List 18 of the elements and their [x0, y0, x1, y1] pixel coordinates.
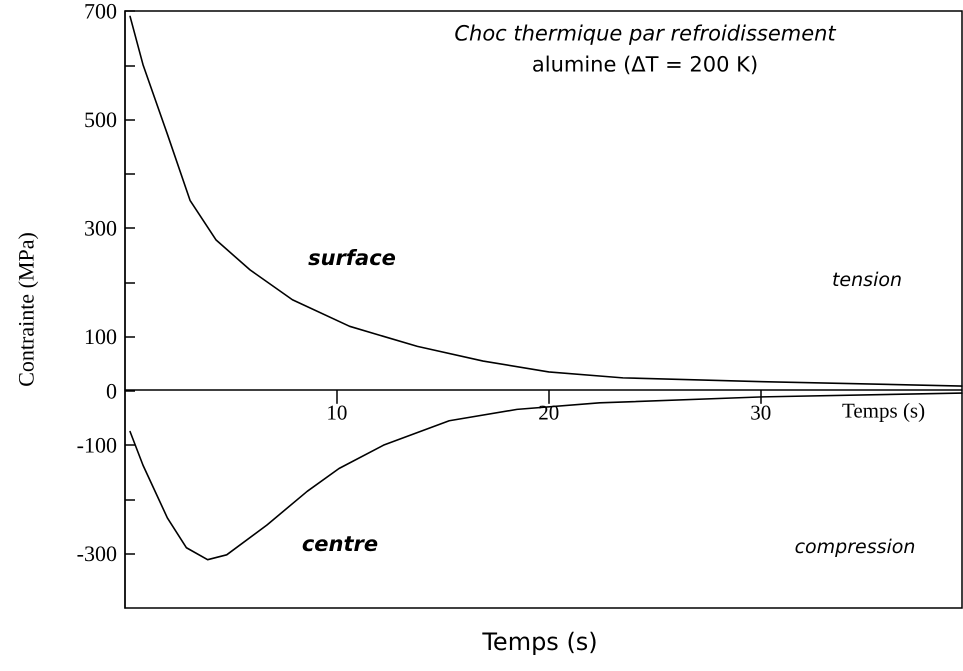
- y-tick-label: 100: [84, 324, 117, 350]
- text: Choc thermique par refroidissement: [454, 22, 836, 46]
- x-axis-title: Temps (s): [842, 398, 926, 422]
- y-tick-label: 500: [84, 107, 117, 132]
- y-tick-label: 0: [106, 378, 117, 404]
- text: Temps (s): [481, 628, 598, 656]
- annotation: tension: [832, 269, 902, 291]
- x-tick-label: 10: [326, 400, 348, 424]
- text: alumine (ΔT = 200 K): [532, 52, 758, 76]
- annotation: surface: [308, 246, 396, 270]
- annotation: centre: [302, 532, 378, 556]
- y-tick-label: -300: [76, 541, 117, 566]
- annotation: compression: [794, 536, 916, 558]
- y-axis-title: Contrainte (MPa): [14, 232, 38, 387]
- y-tick-label: -100: [76, 432, 117, 458]
- y-tick-label: 700: [84, 0, 117, 24]
- x-tick-label: 30: [750, 400, 772, 424]
- y-tick-label: 300: [84, 216, 117, 241]
